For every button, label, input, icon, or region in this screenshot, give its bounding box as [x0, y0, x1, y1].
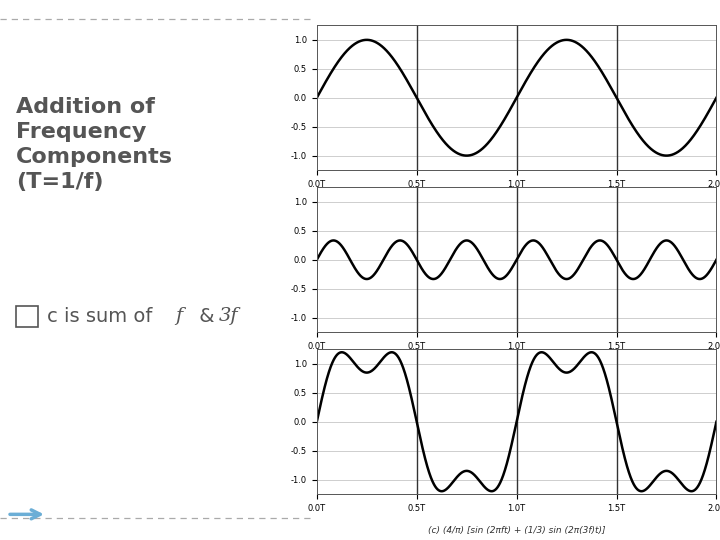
FancyBboxPatch shape [16, 306, 37, 327]
Text: (a) sin (2πft): (a) sin (2πft) [489, 202, 544, 211]
Text: c is sum of: c is sum of [47, 307, 158, 326]
Text: (b) (1/3) sin (2π(3f)t): (b) (1/3) sin (2π(3f)t) [470, 364, 563, 373]
Text: f: f [176, 307, 183, 326]
Text: Addition of
Frequency
Components
(T=1/f): Addition of Frequency Components (T=1/f) [16, 97, 173, 192]
Text: (c) (4/π) [sin (2πft) + (1/3) sin (2π(3f)t)]: (c) (4/π) [sin (2πft) + (1/3) sin (2π(3f… [428, 526, 606, 535]
Text: 3f: 3f [219, 307, 239, 326]
Text: &: & [193, 307, 220, 326]
